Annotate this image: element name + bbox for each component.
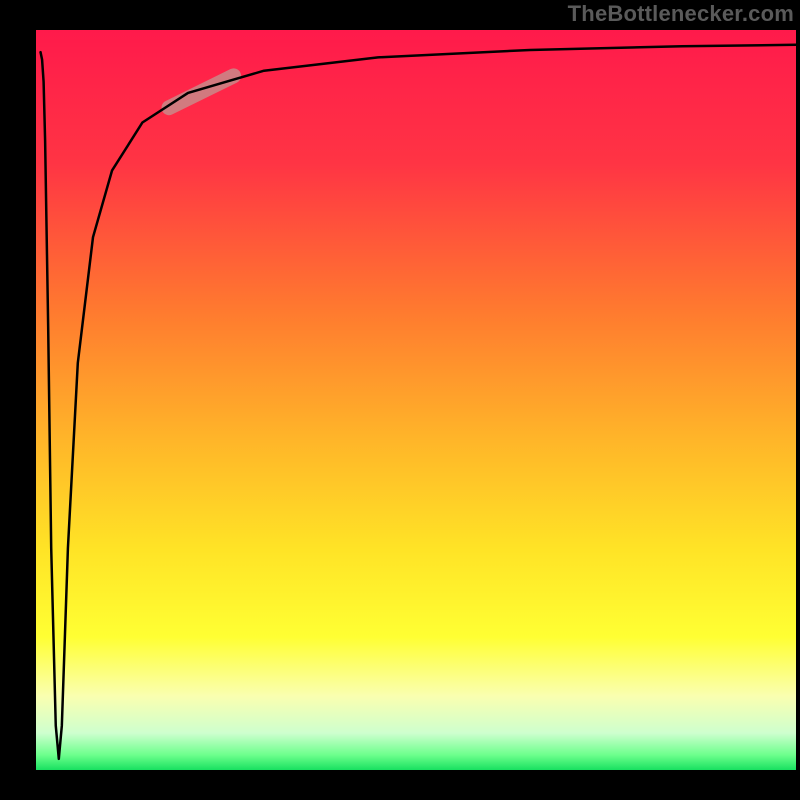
highlight-segment [169, 76, 234, 108]
bottleneck-curve [41, 45, 796, 759]
curve-layer [36, 30, 796, 770]
plot-area [36, 30, 796, 770]
watermark-text: TheBottlenecker.com [568, 1, 794, 27]
chart-container: TheBottlenecker.com [0, 0, 800, 800]
